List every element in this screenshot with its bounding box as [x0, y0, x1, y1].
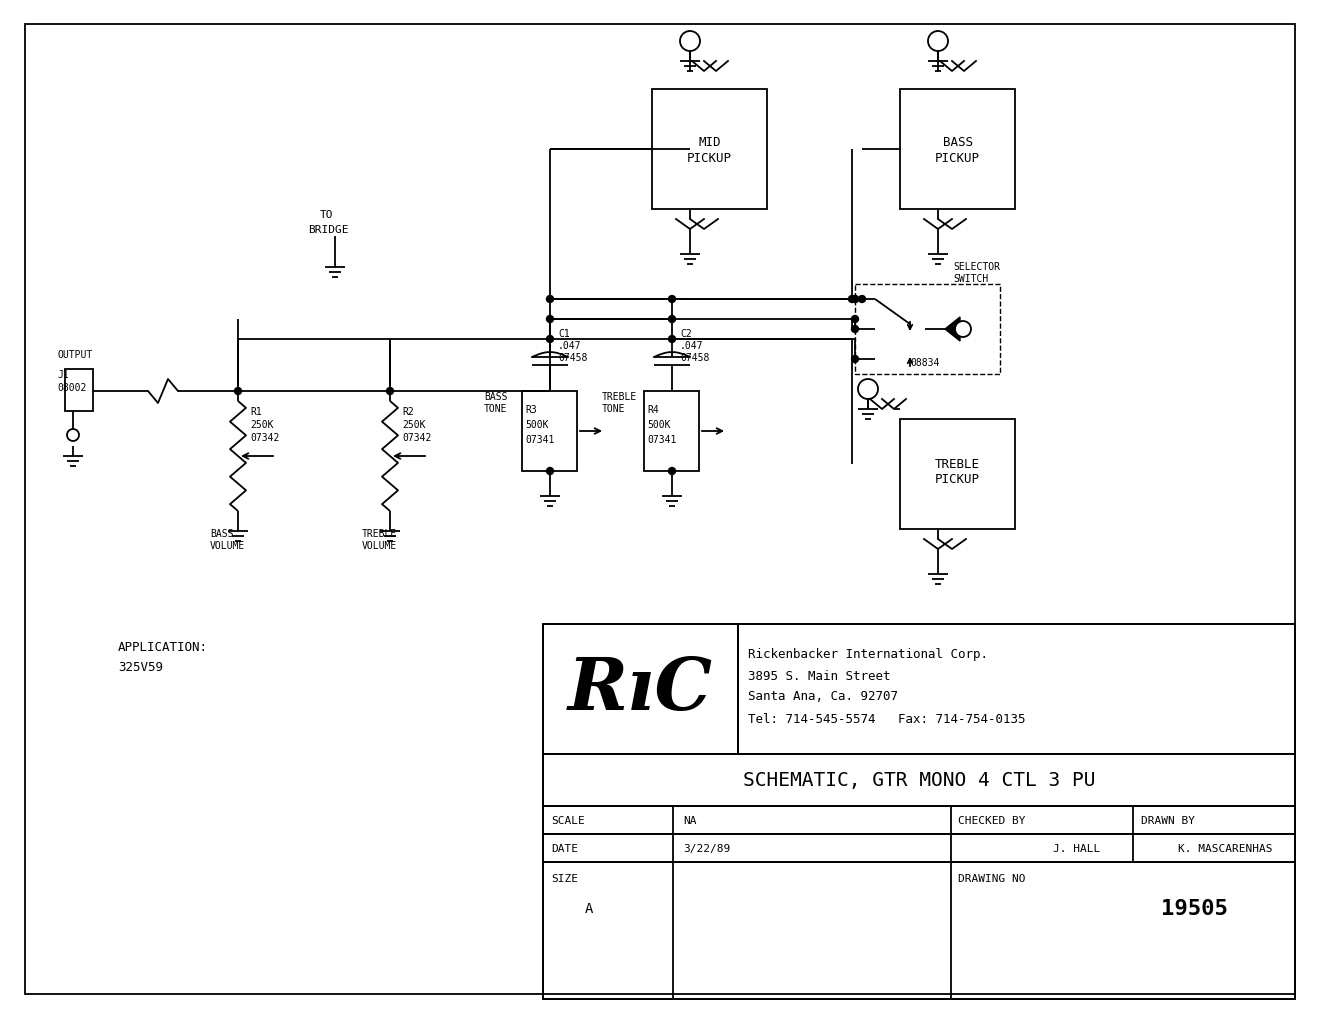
Bar	[652, 90, 767, 210]
Text: 250K: 250K	[249, 420, 273, 430]
Text: MID: MID	[698, 136, 721, 149]
Text: OUTPUT: OUTPUT	[57, 350, 92, 360]
Text: APPLICATION:: APPLICATION:	[117, 641, 209, 654]
Circle shape	[851, 297, 858, 304]
Text: C1: C1	[558, 329, 570, 338]
Text: R2: R2	[403, 407, 413, 417]
Text: Rickenbacker International Corp.: Rickenbacker International Corp.	[748, 648, 987, 661]
Circle shape	[668, 297, 676, 304]
Text: C2: C2	[680, 329, 692, 338]
Text: SWITCH: SWITCH	[953, 274, 989, 283]
Bar	[543, 862, 1295, 999]
Text: DRAWING NO: DRAWING NO	[958, 873, 1026, 883]
Circle shape	[858, 297, 866, 304]
Circle shape	[858, 380, 878, 399]
Circle shape	[546, 336, 553, 343]
Text: 07342: 07342	[403, 433, 432, 442]
Bar	[644, 391, 700, 472]
Text: R3: R3	[525, 405, 537, 415]
Text: RıC: RıC	[568, 654, 713, 725]
Text: 500K: 500K	[647, 420, 671, 430]
Circle shape	[849, 297, 855, 304]
Circle shape	[851, 357, 858, 363]
Text: BASS: BASS	[942, 136, 973, 149]
Text: 08002: 08002	[57, 382, 86, 392]
Bar	[900, 420, 1015, 530]
Text: .047: .047	[680, 340, 704, 351]
Circle shape	[235, 388, 242, 395]
Text: .047: .047	[558, 340, 582, 351]
Text: NA: NA	[682, 815, 697, 825]
Text: DATE: DATE	[550, 843, 578, 853]
Bar	[738, 625, 1295, 754]
Text: 08834: 08834	[909, 358, 940, 368]
Circle shape	[387, 388, 393, 395]
Bar	[900, 90, 1015, 210]
Text: PICKUP: PICKUP	[686, 152, 733, 164]
Text: A: A	[585, 901, 594, 915]
Circle shape	[546, 468, 553, 475]
Text: R1: R1	[249, 407, 261, 417]
Circle shape	[546, 316, 553, 323]
Circle shape	[668, 316, 676, 323]
Bar	[855, 284, 1001, 375]
Text: CHECKED BY: CHECKED BY	[958, 815, 1026, 825]
Text: BASS: BASS	[484, 391, 507, 401]
Text: 07458: 07458	[680, 353, 709, 363]
Text: J. HALL: J. HALL	[1053, 843, 1101, 853]
Text: TONE: TONE	[602, 404, 626, 414]
Text: TO: TO	[319, 210, 334, 220]
Polygon shape	[945, 318, 960, 341]
Text: J1: J1	[57, 370, 69, 380]
Text: 325V59: 325V59	[117, 661, 162, 674]
Text: TREBLE: TREBLE	[602, 391, 638, 401]
Text: 07458: 07458	[558, 353, 587, 363]
Text: Santa Ana, Ca. 92707: Santa Ana, Ca. 92707	[748, 690, 898, 703]
Text: VOLUME: VOLUME	[362, 540, 397, 550]
Circle shape	[546, 297, 553, 304]
Text: K. MASCARENHAS: K. MASCARENHAS	[1177, 843, 1272, 853]
Bar	[543, 625, 1295, 999]
Text: SCHEMATIC, GTR MONO 4 CTL 3 PU: SCHEMATIC, GTR MONO 4 CTL 3 PU	[743, 770, 1096, 790]
Text: TREBLE: TREBLE	[362, 529, 397, 538]
Text: BRIDGE: BRIDGE	[308, 225, 348, 234]
Bar	[543, 754, 1295, 806]
Text: 3895 S. Main Street: 3895 S. Main Street	[748, 669, 891, 683]
Circle shape	[67, 430, 79, 441]
Circle shape	[668, 336, 676, 343]
Text: 3/22/89: 3/22/89	[682, 843, 730, 853]
Text: 07341: 07341	[525, 434, 554, 444]
Text: 250K: 250K	[403, 420, 425, 430]
Text: 500K: 500K	[525, 420, 549, 430]
Circle shape	[668, 468, 676, 475]
Circle shape	[851, 297, 858, 304]
Text: R4: R4	[647, 405, 659, 415]
Circle shape	[851, 326, 858, 333]
Bar	[543, 835, 1295, 862]
Text: VOLUME: VOLUME	[210, 540, 246, 550]
Circle shape	[954, 322, 972, 337]
Bar	[543, 806, 1295, 835]
Text: Tel: 714-545-5574   Fax: 714-754-0135: Tel: 714-545-5574 Fax: 714-754-0135	[748, 713, 1026, 726]
Circle shape	[680, 32, 700, 52]
Text: TONE: TONE	[484, 404, 507, 414]
Text: 07342: 07342	[249, 433, 280, 442]
Text: DRAWN BY: DRAWN BY	[1140, 815, 1195, 825]
Circle shape	[928, 32, 948, 52]
Bar	[65, 370, 92, 412]
Text: PICKUP: PICKUP	[935, 152, 979, 164]
Circle shape	[851, 316, 858, 323]
Text: SIZE: SIZE	[550, 873, 578, 883]
Bar	[521, 391, 577, 472]
Text: SCALE: SCALE	[550, 815, 585, 825]
Text: SELECTOR: SELECTOR	[953, 262, 1001, 272]
Text: 19505: 19505	[1162, 898, 1228, 918]
Text: 07341: 07341	[647, 434, 676, 444]
Text: PICKUP: PICKUP	[935, 473, 979, 486]
Bar	[543, 625, 738, 754]
Text: BASS: BASS	[210, 529, 234, 538]
Text: TREBLE: TREBLE	[935, 459, 979, 471]
